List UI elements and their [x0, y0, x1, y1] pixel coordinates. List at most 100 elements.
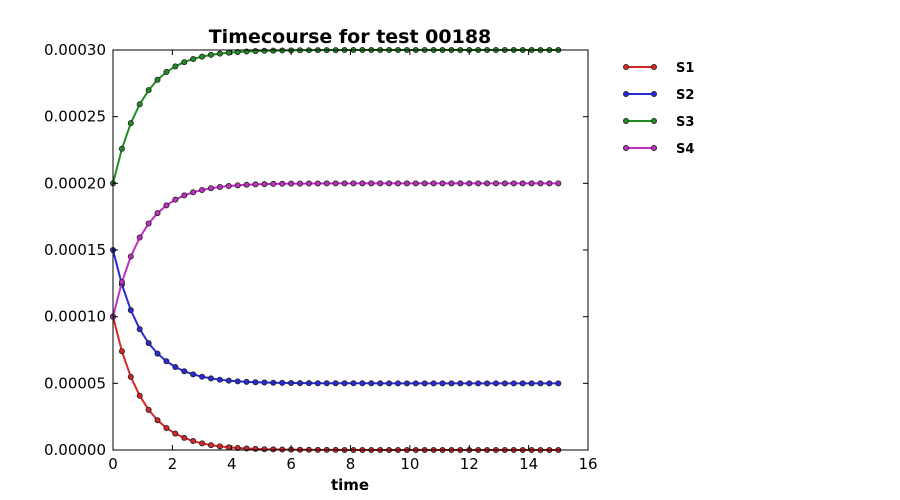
- data-point-S2: [501, 380, 508, 387]
- x-tick-label: 14: [519, 455, 538, 473]
- legend-item-S3: S3: [623, 115, 694, 130]
- data-point-S2: [314, 380, 321, 387]
- data-point-S2: [252, 379, 259, 386]
- data-point-S1: [163, 424, 170, 431]
- chart-title: Timecourse for test 00188: [209, 26, 492, 48]
- data-point-S4: [216, 183, 223, 190]
- data-point-S2: [216, 376, 223, 383]
- data-point-S2: [457, 380, 464, 387]
- x-axis-label: time: [331, 476, 369, 494]
- y-tick-label: 0.00025: [44, 108, 106, 126]
- data-point-S4: [341, 180, 348, 187]
- data-point-S3: [252, 48, 259, 55]
- series-S2: [110, 246, 562, 387]
- legend-marker: [651, 91, 658, 98]
- data-point-S2: [145, 340, 152, 347]
- data-point-S3: [118, 145, 125, 152]
- data-point-S2: [279, 379, 286, 386]
- y-tick-label: 0.00010: [44, 308, 106, 326]
- data-point-S1: [136, 392, 143, 399]
- data-point-S2: [394, 380, 401, 387]
- data-point-S4: [314, 180, 321, 187]
- data-point-S2: [190, 371, 197, 378]
- data-point-S2: [386, 380, 393, 387]
- data-point-S2: [172, 363, 179, 370]
- data-point-S1: [181, 434, 188, 441]
- legend-label: S3: [676, 115, 694, 130]
- legend-marker: [651, 144, 658, 151]
- data-point-S2: [323, 380, 330, 387]
- data-point-S4: [386, 180, 393, 187]
- data-point-S4: [225, 183, 232, 190]
- data-point-S4: [127, 253, 134, 260]
- legend-marker: [623, 144, 630, 151]
- plot-frame: [112, 49, 589, 451]
- data-point-S2: [492, 380, 499, 387]
- data-point-S4: [501, 180, 508, 187]
- data-point-S4: [207, 185, 214, 192]
- data-point-S1: [199, 440, 206, 447]
- y-tick-label: 0.00015: [44, 241, 106, 259]
- data-point-S4: [199, 186, 206, 193]
- data-point-S3: [136, 101, 143, 108]
- data-point-S1: [270, 446, 277, 453]
- data-point-S4: [492, 180, 499, 187]
- legend-marker: [651, 64, 658, 71]
- data-point-S1: [261, 446, 268, 453]
- legend-label: S1: [676, 61, 694, 76]
- data-point-S1: [190, 438, 197, 445]
- data-point-S2: [225, 377, 232, 384]
- data-point-S4: [510, 180, 517, 187]
- data-point-S2: [288, 379, 295, 386]
- legend-item-S4: S4: [623, 142, 694, 157]
- x-tick-label: 2: [168, 455, 178, 473]
- data-point-S2: [350, 380, 357, 387]
- data-point-S4: [234, 182, 241, 189]
- data-point-S3: [127, 120, 134, 127]
- data-point-S3: [163, 69, 170, 76]
- data-point-S2: [163, 358, 170, 365]
- data-point-S4: [377, 180, 384, 187]
- data-point-S2: [181, 368, 188, 375]
- axes-layer: 0 2 4 6 8 10 12 14 16 0.00000 0.00005 0.00010 0.0001…: [44, 41, 598, 473]
- x-tick-label: 0: [108, 455, 118, 473]
- data-point-S4: [243, 181, 250, 188]
- legend-marker: [623, 91, 630, 98]
- legend-label: S2: [676, 88, 694, 103]
- y-tick-label: 0.00030: [44, 41, 106, 59]
- data-point-S4: [394, 180, 401, 187]
- legend-item-S2: S2: [623, 88, 694, 103]
- data-point-S3: [145, 87, 152, 94]
- data-point-S4: [154, 210, 161, 217]
- data-point-S3: [172, 63, 179, 70]
- data-point-S4: [118, 279, 125, 286]
- data-point-S2: [359, 380, 366, 387]
- data-point-S4: [270, 180, 277, 187]
- data-point-S2: [528, 380, 535, 387]
- series-line-S4: [112, 182, 559, 317]
- data-point-S2: [448, 380, 455, 387]
- data-point-S2: [546, 380, 553, 387]
- data-point-S1: [216, 443, 223, 450]
- legend-item-S1: S1: [623, 61, 694, 76]
- data-point-S2: [270, 379, 277, 386]
- data-point-S2: [555, 380, 562, 387]
- data-point-S2: [412, 380, 419, 387]
- data-point-S4: [448, 180, 455, 187]
- x-tick-label: 6: [286, 455, 296, 473]
- data-point-S4: [261, 181, 268, 188]
- data-point-S3: [154, 76, 161, 83]
- data-point-S4: [484, 180, 491, 187]
- data-point-S1: [118, 348, 125, 355]
- x-tick-label: 8: [346, 455, 356, 473]
- data-point-S1: [145, 406, 152, 413]
- data-point-S2: [127, 307, 134, 314]
- data-point-S2: [475, 380, 482, 387]
- data-point-S4: [305, 180, 312, 187]
- y-tick-label: 0.00000: [44, 441, 106, 459]
- data-point-S4: [537, 180, 544, 187]
- data-point-S1: [207, 442, 214, 449]
- data-point-S2: [537, 380, 544, 387]
- x-tick-label: 4: [227, 455, 237, 473]
